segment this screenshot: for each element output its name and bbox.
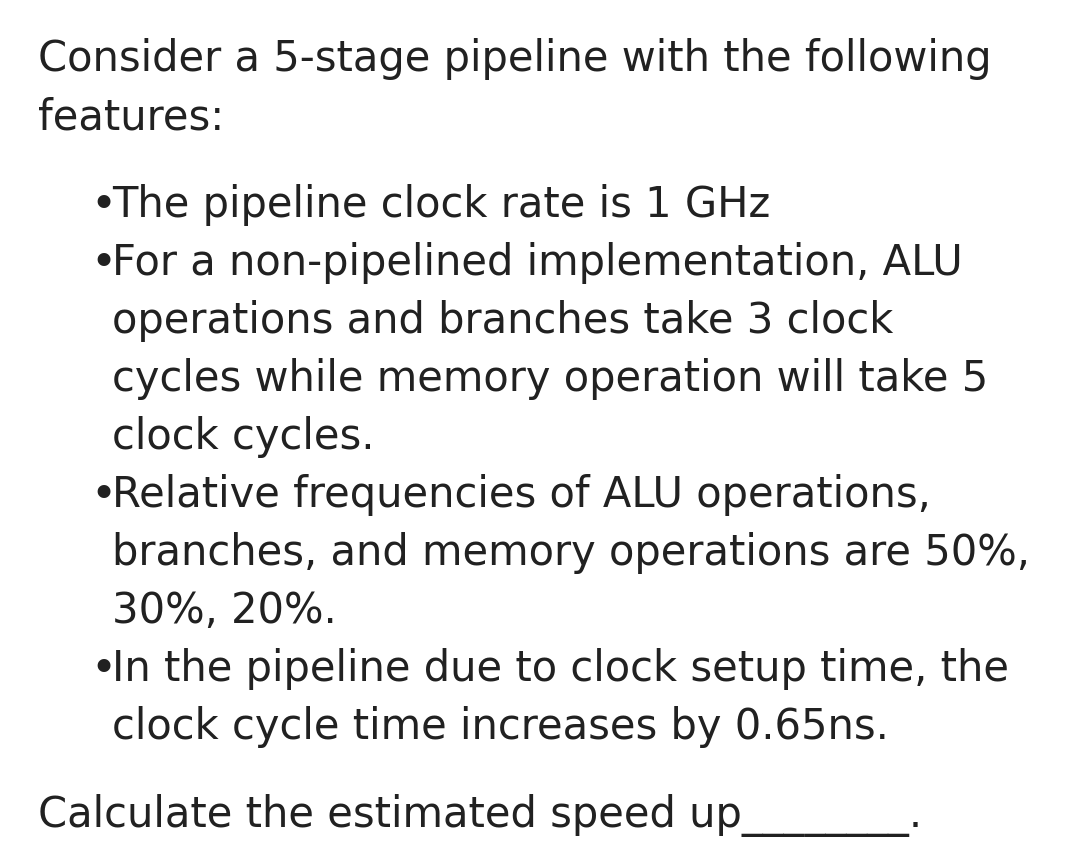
Text: features:: features: (38, 96, 225, 138)
Text: •: • (90, 473, 117, 517)
Text: clock cycle time increases by 0.65ns.: clock cycle time increases by 0.65ns. (112, 706, 889, 747)
Text: Calculate the estimated speed up________.: Calculate the estimated speed up________… (38, 793, 922, 836)
Text: operations and branches take 3 clock: operations and branches take 3 clock (112, 300, 893, 342)
Text: For a non-pipelined implementation, ALU: For a non-pipelined implementation, ALU (112, 241, 962, 284)
Text: •: • (90, 184, 117, 227)
Text: 30%, 20%.: 30%, 20%. (112, 589, 337, 631)
Text: clock cycles.: clock cycles. (112, 415, 375, 457)
Text: cycles while memory operation will take 5: cycles while memory operation will take … (112, 358, 988, 399)
Text: In the pipeline due to clock setup time, the: In the pipeline due to clock setup time,… (112, 647, 1009, 690)
Text: branches, and memory operations are 50%,: branches, and memory operations are 50%, (112, 532, 1030, 573)
Text: Relative frequencies of ALU operations,: Relative frequencies of ALU operations, (112, 473, 931, 516)
Text: Consider a 5-stage pipeline with the following: Consider a 5-stage pipeline with the fol… (38, 38, 991, 80)
Text: The pipeline clock rate is 1 GHz: The pipeline clock rate is 1 GHz (112, 184, 770, 225)
Text: •: • (90, 647, 117, 690)
Text: •: • (90, 241, 117, 284)
